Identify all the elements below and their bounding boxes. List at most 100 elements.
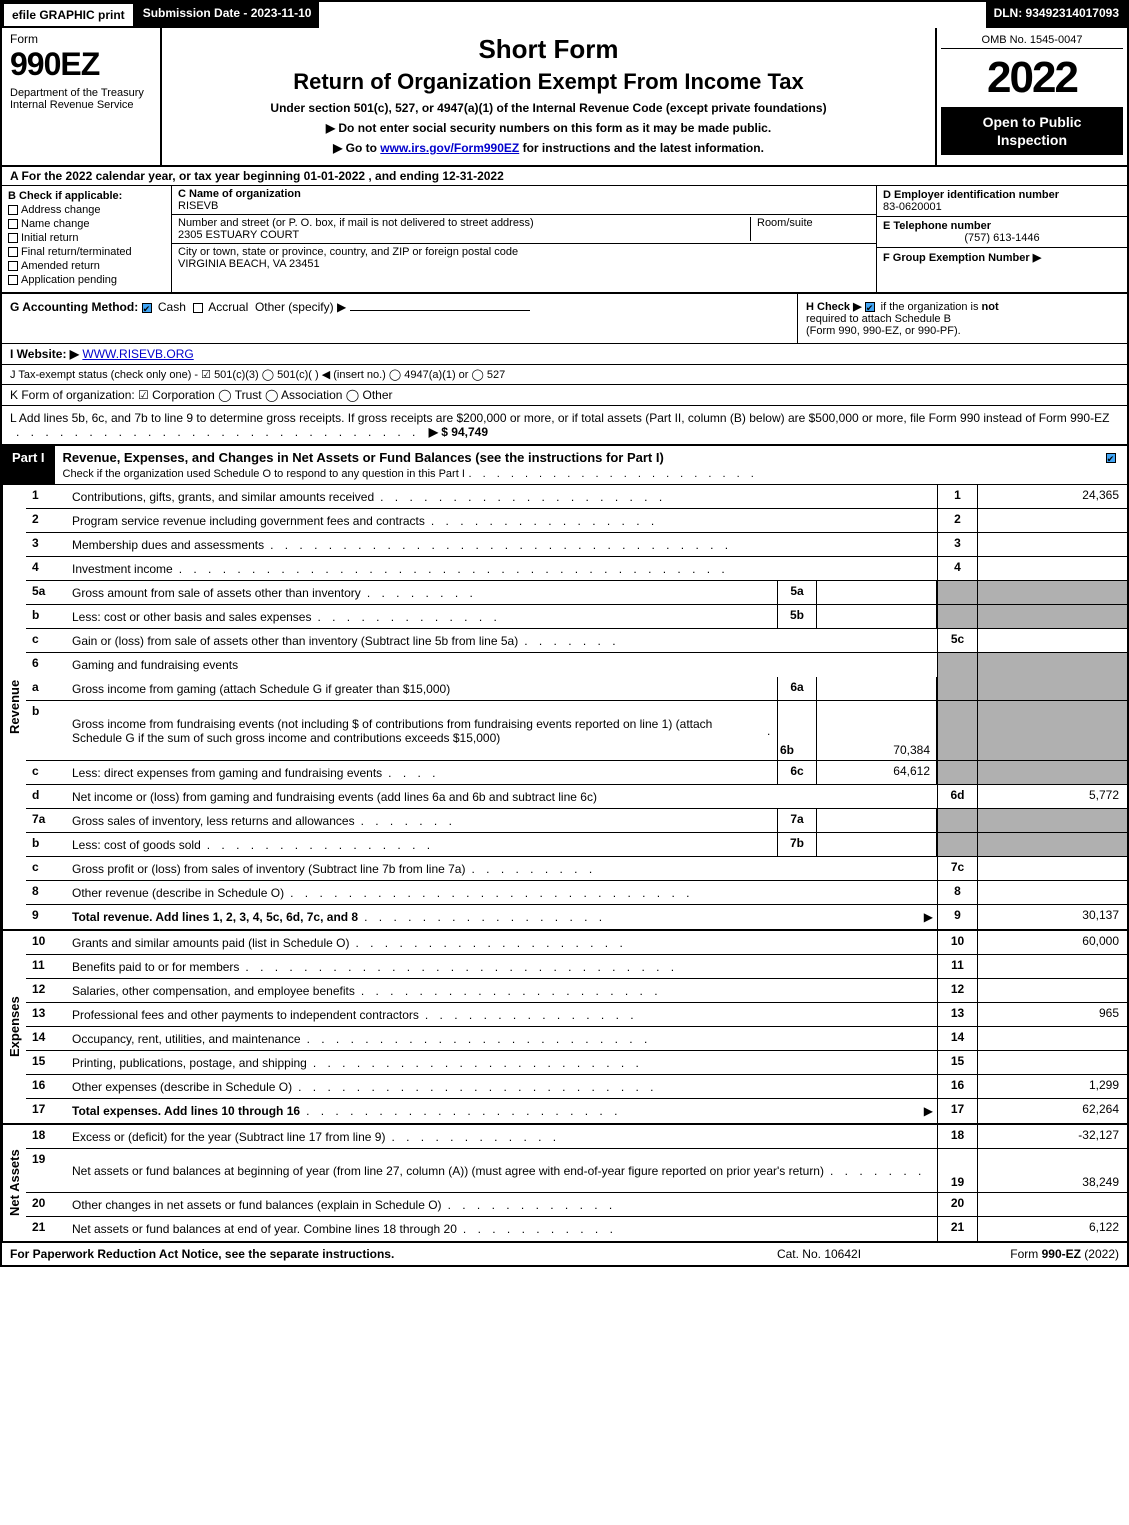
line-6a: aGross income from gaming (attach Schedu… xyxy=(26,677,1127,701)
netassets-vlabel: Net Assets xyxy=(2,1125,26,1241)
ein-value: 83-0620001 xyxy=(883,201,942,213)
h-not: not xyxy=(982,301,999,313)
goto-pre: ▶ Go to xyxy=(333,141,380,155)
line-19: 19Net assets or fund balances at beginni… xyxy=(26,1149,1127,1193)
revenue-section: Revenue 1Contributions, gifts, grants, a… xyxy=(2,485,1127,931)
h-post: if the organization is xyxy=(881,301,982,313)
line-16: 16Other expenses (describe in Schedule O… xyxy=(26,1075,1127,1099)
section-f: F Group Exemption Number ▶ xyxy=(877,248,1127,292)
revenue-lines: 1Contributions, gifts, grants, and simil… xyxy=(26,485,1127,929)
short-form-title: Short Form xyxy=(172,34,925,65)
line-17: 17Total expenses. Add lines 10 through 1… xyxy=(26,1099,1127,1123)
line-13: 13Professional fees and other payments t… xyxy=(26,1003,1127,1027)
line-8: 8Other revenue (describe in Schedule O).… xyxy=(26,881,1127,905)
city-label: City or town, state or province, country… xyxy=(178,246,518,258)
chk-address-change[interactable]: Address change xyxy=(8,204,165,216)
chk-application-pending[interactable]: Application pending xyxy=(8,274,165,286)
gross-receipts-amount: ▶ $ 94,749 xyxy=(429,425,488,439)
part-1-tab: Part I xyxy=(2,446,55,484)
omb-number: OMB No. 1545-0047 xyxy=(941,32,1123,49)
chk-amended-return[interactable]: Amended return xyxy=(8,260,165,272)
line-7c: cGross profit or (loss) from sales of in… xyxy=(26,857,1127,881)
netassets-lines: 18Excess or (deficit) for the year (Subt… xyxy=(26,1125,1127,1241)
line-5a: 5aGross amount from sale of assets other… xyxy=(26,581,1127,605)
chk-accrual[interactable] xyxy=(193,303,203,313)
expenses-lines: 10Grants and similar amounts paid (list … xyxy=(26,931,1127,1123)
section-j: J Tax-exempt status (check only one) - ☑… xyxy=(2,365,1127,385)
section-b: B Check if applicable: Address change Na… xyxy=(2,186,172,292)
h-line2: required to attach Schedule B xyxy=(806,313,951,325)
subtitle: Under section 501(c), 527, or 4947(a)(1)… xyxy=(172,101,925,115)
h-pre: H Check ▶ xyxy=(806,301,865,313)
line-18: 18Excess or (deficit) for the year (Subt… xyxy=(26,1125,1127,1149)
line-6: 6Gaming and fundraising events xyxy=(26,653,1127,677)
website-link[interactable]: WWW.RISEVB.ORG xyxy=(82,347,193,361)
form-990ez-page: efile GRAPHIC print Submission Date - 20… xyxy=(0,0,1129,1267)
main-title: Return of Organization Exempt From Incom… xyxy=(172,69,925,95)
line-5c: cGain or (loss) from sale of assets othe… xyxy=(26,629,1127,653)
netassets-section: Net Assets 18Excess or (deficit) for the… xyxy=(2,1125,1127,1242)
street-value: 2305 ESTUARY COURT xyxy=(178,229,299,241)
line-2: 2Program service revenue including gover… xyxy=(26,509,1127,533)
header-center: Short Form Return of Organization Exempt… xyxy=(162,28,937,165)
section-h: H Check ▶ if the organization is not req… xyxy=(797,294,1127,343)
website-label: I Website: ▶ xyxy=(10,347,79,361)
line-10: 10Grants and similar amounts paid (list … xyxy=(26,931,1127,955)
section-e: E Telephone number (757) 613-1446 xyxy=(877,217,1127,248)
goto-post: for instructions and the latest informat… xyxy=(519,141,764,155)
arrow-icon: ▶ xyxy=(924,910,933,924)
part-1-title: Revenue, Expenses, and Changes in Net As… xyxy=(55,446,1097,484)
paperwork-notice: For Paperwork Reduction Act Notice, see … xyxy=(10,1247,719,1261)
submission-date: Submission Date - 2023-11-10 xyxy=(135,2,322,28)
line-11: 11Benefits paid to or for members. . . .… xyxy=(26,955,1127,979)
phone-label: E Telephone number xyxy=(883,220,991,232)
chk-final-return[interactable]: Final return/terminated xyxy=(8,246,165,258)
tax-year: 2022 xyxy=(941,49,1123,107)
line-6b: bGross income from fundraising events (n… xyxy=(26,701,1127,761)
chk-name-change[interactable]: Name change xyxy=(8,218,165,230)
irs-link[interactable]: www.irs.gov/Form990EZ xyxy=(380,141,519,155)
h-line3: (Form 990, 990-EZ, or 990-PF). xyxy=(806,325,961,337)
line-6c: cLess: direct expenses from gaming and f… xyxy=(26,761,1127,785)
section-g: G Accounting Method: Cash Accrual Other … xyxy=(2,294,797,343)
room-label: Room/suite xyxy=(757,217,813,229)
section-i: I Website: ▶ WWW.RISEVB.ORG xyxy=(2,344,1127,365)
line-20: 20Other changes in net assets or fund ba… xyxy=(26,1193,1127,1217)
org-name-label: C Name of organization xyxy=(178,188,301,200)
org-name: RISEVB xyxy=(178,200,218,212)
chk-h[interactable] xyxy=(865,302,875,312)
city-cell: City or town, state or province, country… xyxy=(172,244,876,292)
section-b-title: B Check if applicable: xyxy=(8,190,165,202)
sections-d-e-f: D Employer identification number 83-0620… xyxy=(877,186,1127,292)
line-21: 21Net assets or fund balances at end of … xyxy=(26,1217,1127,1241)
city-value: VIRGINIA BEACH, VA 23451 xyxy=(178,258,320,270)
section-a: A For the 2022 calendar year, or tax yea… xyxy=(2,167,1127,186)
line-6d: dNet income or (loss) from gaming and fu… xyxy=(26,785,1127,809)
efile-print-label: efile GRAPHIC print xyxy=(2,2,135,28)
form-label: Form xyxy=(10,32,152,46)
form-footer-label: Form 990-EZ (2022) xyxy=(919,1247,1119,1261)
topbar-spacer xyxy=(321,2,985,28)
accounting-other: Other (specify) ▶ xyxy=(255,300,346,314)
department-label: Department of the Treasury Internal Reve… xyxy=(10,87,152,111)
line-14: 14Occupancy, rent, utilities, and mainte… xyxy=(26,1027,1127,1051)
chk-initial-return[interactable]: Initial return xyxy=(8,232,165,244)
form-header: Form 990EZ Department of the Treasury In… xyxy=(2,28,1127,167)
form-number: 990EZ xyxy=(10,46,152,83)
line-7b: bLess: cost of goods sold. . . . . . . .… xyxy=(26,833,1127,857)
line-1: 1Contributions, gifts, grants, and simil… xyxy=(26,485,1127,509)
sections-b-through-f: B Check if applicable: Address change Na… xyxy=(2,186,1127,294)
section-c: C Name of organization RISEVB Number and… xyxy=(172,186,877,292)
street-cell: Number and street (or P. O. box, if mail… xyxy=(178,217,750,241)
line-7a: 7aGross sales of inventory, less returns… xyxy=(26,809,1127,833)
section-d: D Employer identification number 83-0620… xyxy=(877,186,1127,217)
chk-cash[interactable] xyxy=(142,303,152,313)
part-1-subtitle: Check if the organization used Schedule … xyxy=(63,468,465,480)
street-label: Number and street (or P. O. box, if mail… xyxy=(178,217,534,229)
ssn-warning: ▶ Do not enter social security numbers o… xyxy=(172,121,925,135)
header-right: OMB No. 1545-0047 2022 Open to Public In… xyxy=(937,28,1127,165)
part-1-checkbox[interactable] xyxy=(1097,446,1127,484)
open-to-public: Open to Public Inspection xyxy=(941,107,1123,155)
part-1-header: Part I Revenue, Expenses, and Changes in… xyxy=(2,446,1127,485)
catalog-number: Cat. No. 10642I xyxy=(719,1247,919,1261)
